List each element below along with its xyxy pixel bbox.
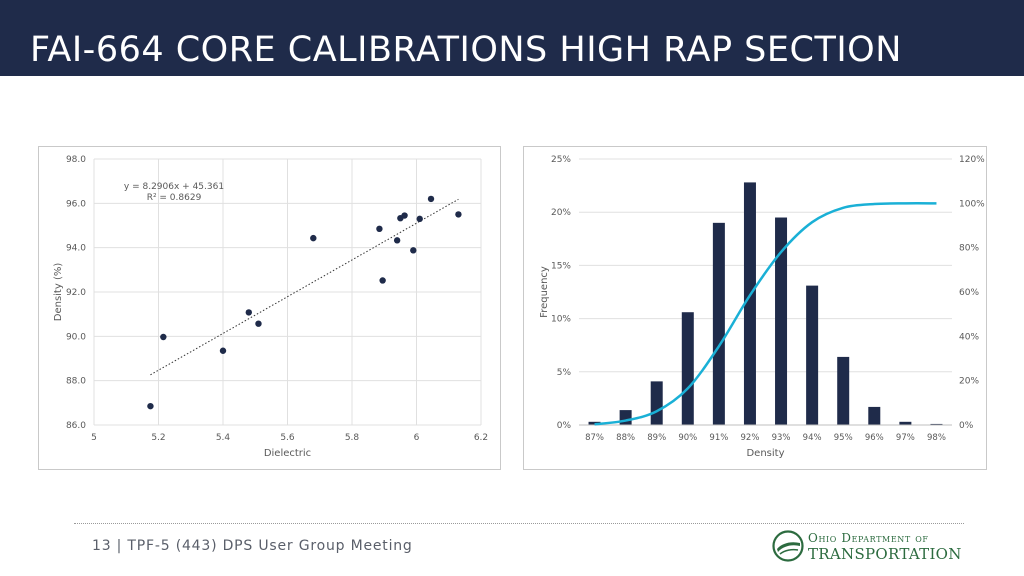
x-tick-label: 93% [772,433,791,443]
x-axis-title: Density [746,448,784,459]
y-tick-label: 94.0 [66,244,86,254]
scatter-chart-panel: 5 5.2 5.4 5.6 5.8 6 6.2 86.0 88.0 90.0 92.0 94.0 96.… [38,146,501,470]
x-tick-label: 97% [896,433,915,443]
y2-tick-label: 60% [959,288,979,298]
odot-logo-icon [772,530,804,562]
y-tick-label: 10% [551,315,571,325]
scatter-chart: 5 5.2 5.4 5.6 5.8 6 6.2 86.0 88.0 90.0 92.0 94.0 96.… [53,155,488,459]
trendline-r2: R² = 0.8629 [147,193,202,203]
data-point [245,309,252,316]
y2-tick-label: 20% [959,377,979,387]
data-point [416,215,423,223]
cumulative-line [594,202,937,426]
y-tick-label: 20% [551,208,571,218]
footer-text: 13 | TPF-5 (443) DPS User Group Meeting [92,538,413,554]
data-point [255,320,262,327]
x-tick-label: 96% [865,433,884,443]
y2-tick-label: 40% [959,332,979,342]
y-tick-label: 88.0 [66,377,86,387]
x-tick-label: 5.4 [216,433,231,443]
histogram-bar [837,356,850,425]
data-point [401,212,408,219]
y-tick-label: 90.0 [66,332,86,342]
histogram-bar [930,423,943,425]
x-tick-label: 5.2 [151,433,165,443]
histogram-bar [899,421,912,425]
trendline [150,198,459,376]
x-tick-label: 94% [803,433,822,443]
data-point [393,237,401,244]
logo-text-line2: Transportation [808,545,962,563]
y-tick-label: 25% [551,155,571,165]
histogram-chart-panel: 0% 5% 10% 15% 20% 25% 0% 20% 40% 60% 80% 100% 120% 87… [523,146,987,470]
y-tick-label: 5% [557,368,572,378]
footer-divider [74,523,964,524]
x-tick-label: 90% [678,433,697,443]
y-axis-title: Density (%) [53,263,64,322]
histogram-bar [743,182,756,425]
x-tick-label: 98% [927,433,946,443]
y2-tick-label: 0% [959,421,974,431]
trendline-equation: y = 8.2906x + 45.361 [124,182,224,192]
histogram-chart: 0% 5% 10% 15% 20% 25% 0% 20% 40% 60% 80% 100% 120% 87… [539,155,985,459]
x-tick-label: 6.2 [474,433,488,443]
odot-logo: Ohio Department of Transportation [772,530,962,566]
y2-tick-label: 120% [959,155,985,165]
y-tick-label: 96.0 [66,199,86,209]
data-point [160,333,167,341]
histogram-bar [806,285,819,425]
x-tick-label: 91% [709,433,728,443]
y-axis-title: Frequency [539,266,550,318]
x-tick-label: 89% [647,433,666,443]
data-point [379,277,386,284]
histogram-bar [619,410,632,425]
histogram-bar [681,312,694,425]
x-tick-label: 5.8 [345,433,360,443]
y2-tick-label: 80% [959,244,979,254]
y2-tick-label: 100% [959,199,985,209]
x-tick-label: 5.6 [280,433,295,443]
y-tick-label: 86.0 [66,421,86,431]
y-tick-label: 92.0 [66,288,86,298]
data-point [147,402,154,410]
x-tick-label: 92% [741,433,760,443]
x-axis-title: Dielectric [264,448,311,459]
x-tick-label: 6 [414,433,420,443]
x-tick-label: 88% [616,433,635,443]
data-point [310,234,317,242]
y-tick-label: 0% [557,421,572,431]
x-tick-label: 5 [91,433,97,443]
logo-text-line1: Ohio Department of [808,531,929,545]
histogram-bar [775,217,788,425]
x-tick-label: 95% [834,433,853,443]
histogram-bar [868,406,881,425]
histogram-bar [712,222,725,425]
y-tick-label: 15% [551,261,571,271]
data-point [427,195,435,203]
data-point [376,225,383,233]
title-bar: FAI-664 CORE CALIBRATIONS HIGH RAP SECTI… [0,0,1024,76]
x-tick-label: 87% [585,433,604,443]
y-tick-label: 98.0 [66,155,86,165]
data-point [219,347,227,354]
histogram-bar [650,381,663,425]
data-point [455,211,462,218]
slide-title: FAI-664 CORE CALIBRATIONS HIGH RAP SECTI… [30,30,902,70]
data-point [410,247,417,254]
